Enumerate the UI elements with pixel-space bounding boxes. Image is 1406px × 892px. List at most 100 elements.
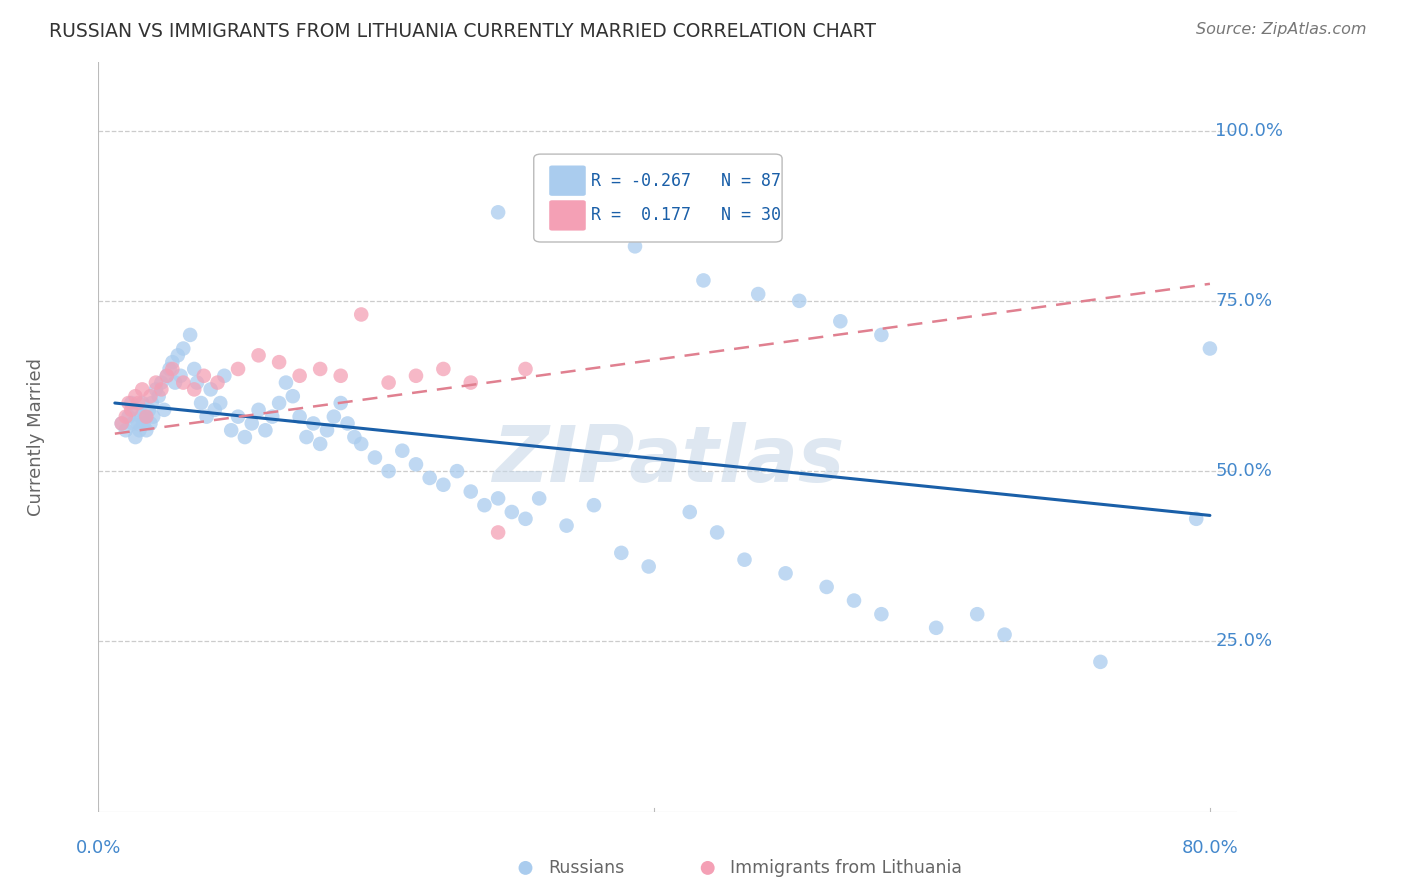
Point — [120, 402, 142, 417]
Point — [186, 376, 208, 390]
Point — [1199, 342, 1222, 356]
Point — [706, 525, 728, 540]
Point — [322, 409, 344, 424]
Point — [692, 273, 714, 287]
Text: 0.0%: 0.0% — [76, 839, 121, 857]
Point — [166, 348, 188, 362]
Text: 100.0%: 100.0% — [1215, 121, 1284, 139]
Point — [200, 383, 222, 397]
Point — [111, 417, 134, 431]
Point — [787, 293, 810, 308]
Point — [207, 376, 229, 390]
Point — [214, 368, 236, 383]
Point — [135, 423, 157, 437]
Point — [993, 627, 1015, 641]
Point — [679, 505, 702, 519]
Point — [142, 409, 165, 424]
Point — [193, 368, 215, 383]
Text: 80.0%: 80.0% — [1181, 839, 1239, 857]
Point — [281, 389, 304, 403]
Point — [117, 409, 139, 424]
Point — [139, 417, 162, 431]
Point — [515, 362, 537, 376]
Text: Source: ZipAtlas.com: Source: ZipAtlas.com — [1197, 22, 1367, 37]
Point — [486, 491, 509, 506]
Point — [541, 226, 564, 240]
Point — [190, 396, 212, 410]
Point — [637, 559, 659, 574]
Point — [815, 580, 838, 594]
Point — [309, 437, 332, 451]
Point — [262, 409, 284, 424]
Point — [153, 402, 176, 417]
Point — [156, 368, 179, 383]
Point — [486, 525, 509, 540]
Point — [269, 396, 291, 410]
Text: Immigrants from Lithuania: Immigrants from Lithuania — [731, 859, 963, 877]
Point — [254, 423, 277, 437]
Point — [830, 314, 852, 328]
Point — [966, 607, 988, 622]
Point — [377, 464, 399, 478]
Point — [247, 348, 270, 362]
Point — [329, 368, 352, 383]
Point — [127, 417, 149, 431]
Point — [247, 402, 270, 417]
Point — [131, 396, 153, 410]
Text: R =  0.177   N = 30: R = 0.177 N = 30 — [592, 206, 782, 225]
Point — [121, 417, 143, 431]
Point — [610, 546, 633, 560]
Point — [226, 362, 249, 376]
Point — [432, 362, 454, 376]
Point — [172, 342, 194, 356]
Point — [127, 396, 149, 410]
Point — [179, 327, 201, 342]
Point — [582, 498, 605, 512]
Point — [150, 383, 173, 397]
Text: 25.0%: 25.0% — [1215, 632, 1272, 650]
Point — [405, 458, 427, 472]
Point — [336, 417, 359, 431]
Point — [870, 327, 893, 342]
Text: 75.0%: 75.0% — [1215, 292, 1272, 310]
Point — [343, 430, 366, 444]
Point — [350, 308, 373, 322]
Point — [747, 287, 769, 301]
Point — [329, 396, 352, 410]
Point — [219, 423, 242, 437]
Point — [295, 430, 318, 444]
Point — [159, 362, 181, 376]
Point — [391, 443, 413, 458]
Text: 50.0%: 50.0% — [1215, 462, 1272, 480]
Text: ZIPatlas: ZIPatlas — [492, 422, 844, 498]
Point — [114, 409, 136, 424]
Point — [124, 430, 146, 444]
Point — [527, 491, 550, 506]
Point — [111, 417, 134, 431]
Point — [775, 566, 797, 581]
Point — [226, 409, 249, 424]
Point — [474, 498, 496, 512]
Point — [117, 396, 139, 410]
Point — [162, 355, 184, 369]
Point — [150, 376, 173, 390]
Point — [515, 512, 537, 526]
Point — [209, 396, 232, 410]
Point — [734, 552, 756, 566]
Point — [288, 409, 311, 424]
Point — [501, 505, 523, 519]
Point — [240, 417, 263, 431]
Point — [1185, 512, 1208, 526]
Point — [141, 396, 163, 410]
Point — [128, 423, 150, 437]
Point — [377, 376, 399, 390]
Point — [129, 409, 152, 424]
Text: R = -0.267   N = 87: R = -0.267 N = 87 — [592, 171, 782, 190]
Point — [350, 437, 373, 451]
Point — [165, 376, 187, 390]
Point — [460, 484, 482, 499]
Point — [135, 409, 157, 424]
Point — [145, 383, 167, 397]
Point — [460, 376, 482, 390]
Point — [204, 402, 226, 417]
